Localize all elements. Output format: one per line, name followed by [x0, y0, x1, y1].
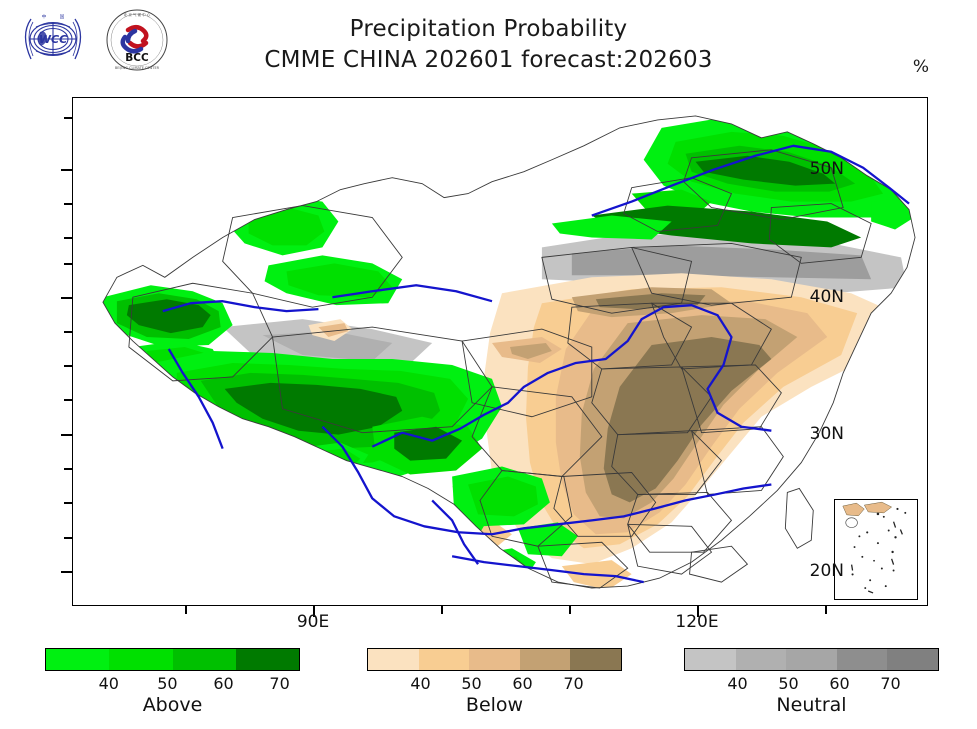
bcc-logo-text: BCC: [125, 52, 149, 64]
colorbar-above: [45, 648, 300, 671]
y-tick-major: [61, 297, 72, 299]
chart-title: Precipitation Probability: [349, 16, 628, 42]
svg-text:中: 中: [42, 13, 47, 20]
legend-neutral-title: Neutral: [776, 694, 847, 716]
colorbar-tick: 50: [157, 674, 178, 693]
y-tick-major: [61, 434, 72, 436]
river-layer: [162, 144, 910, 584]
x-axis-label-120e: 120E: [675, 612, 719, 632]
y-axis-label-50n: 50N: [809, 159, 844, 179]
svg-text:BEIJING CLIMATE CENTER: BEIJING CLIMATE CENTER: [115, 66, 160, 70]
colorbar-segment: [685, 649, 736, 670]
y-axis-label-40n: 40N: [809, 287, 844, 307]
wcc-logo-text: WCC: [39, 33, 67, 46]
legend-below-title: Below: [465, 694, 524, 716]
svg-text:北 京 气 候 中 心: 北 京 气 候 中 心: [124, 12, 151, 17]
colorbar-tick: 60: [213, 674, 234, 693]
y-tick-minor: [64, 263, 72, 265]
colorbar-tick: 50: [461, 674, 482, 693]
colorbar-tick: 70: [563, 674, 584, 693]
svg-text:国: 国: [60, 14, 65, 20]
chart-subtitle: CMME CHINA 202601 forecast:202603: [264, 47, 713, 73]
y-axis-label-20n: 20N: [809, 561, 844, 581]
x-tick-minor: [441, 606, 443, 614]
colorbar-segment: [46, 649, 110, 670]
y-tick-major: [61, 169, 72, 171]
x-tick-major: [697, 606, 699, 617]
y-tick-minor: [64, 203, 72, 205]
y-tick-minor: [64, 331, 72, 333]
axis-layer: 50N 40N 30N 20N 90E 120E: [61, 97, 928, 632]
colorbar-tick: 60: [512, 674, 533, 693]
colorbar-segment: [418, 649, 470, 670]
y-tick-minor: [64, 117, 72, 119]
colorbar-segment: [519, 649, 571, 670]
below-probability-layer: [308, 273, 892, 589]
colorbar-segment: [109, 649, 173, 670]
colorbar-segment: [235, 649, 299, 670]
x-tick-major: [313, 606, 315, 617]
legend-above: 40 50 60 70 Above: [45, 648, 300, 716]
colorbar-tick: 40: [410, 674, 431, 693]
unit-label: %: [912, 57, 929, 77]
y-tick-minor: [64, 365, 72, 367]
colorbar-tick: 60: [829, 674, 850, 693]
x-axis-label-90e: 90E: [296, 612, 330, 632]
y-tick-major: [61, 571, 72, 573]
chart-title-block: Precipitation Probability CMME CHINA 202…: [0, 14, 977, 76]
y-tick-minor: [64, 237, 72, 239]
colorbar-above-ticks: 40 50 60 70: [45, 671, 300, 697]
china-probability-map: [102, 115, 916, 589]
y-tick-minor: [64, 502, 72, 504]
wcc-logo: WCC 中 国: [18, 10, 88, 68]
colorbar-segment: [786, 649, 837, 670]
x-tick-minor: [569, 606, 571, 614]
colorbar-segment: [469, 649, 520, 670]
colorbar-segment: [172, 649, 236, 670]
colorbar-segment: [735, 649, 787, 670]
province-boundaries: [102, 115, 916, 589]
legend-neutral: 40 50 60 70 Neutral: [684, 648, 939, 716]
colorbar-tick: 40: [98, 674, 119, 693]
colorbar-segment: [836, 649, 888, 670]
map-plot-area: [72, 97, 928, 606]
colorbar-tick: 40: [727, 674, 748, 693]
y-axis-label-30n: 30N: [809, 424, 844, 444]
colorbar-below-ticks: 40 50 60 70: [367, 671, 622, 697]
y-tick-minor: [64, 399, 72, 401]
y-tick-minor: [64, 468, 72, 470]
south-china-sea-inset: [834, 499, 918, 600]
legend-below: 40 50 60 70 Below: [367, 648, 622, 716]
x-tick-minor: [185, 606, 187, 614]
colorbar-tick: 70: [269, 674, 290, 693]
colorbar-below: [367, 648, 622, 671]
bcc-logo: BCC 北 京 气 候 中 心 BEIJING CLIMATE CENTER: [104, 8, 170, 72]
legend-above-title: Above: [142, 694, 203, 716]
colorbar-tick: 70: [880, 674, 901, 693]
colorbar-neutral-ticks: 40 50 60 70: [684, 671, 939, 697]
colorbar-segment: [570, 649, 621, 670]
y-tick-minor: [64, 537, 72, 539]
colorbar-neutral: [684, 648, 939, 671]
colorbar-segment: [368, 649, 419, 670]
colorbar-tick: 50: [778, 674, 799, 693]
colorbar-segment: [887, 649, 938, 670]
x-tick-minor: [825, 606, 827, 614]
